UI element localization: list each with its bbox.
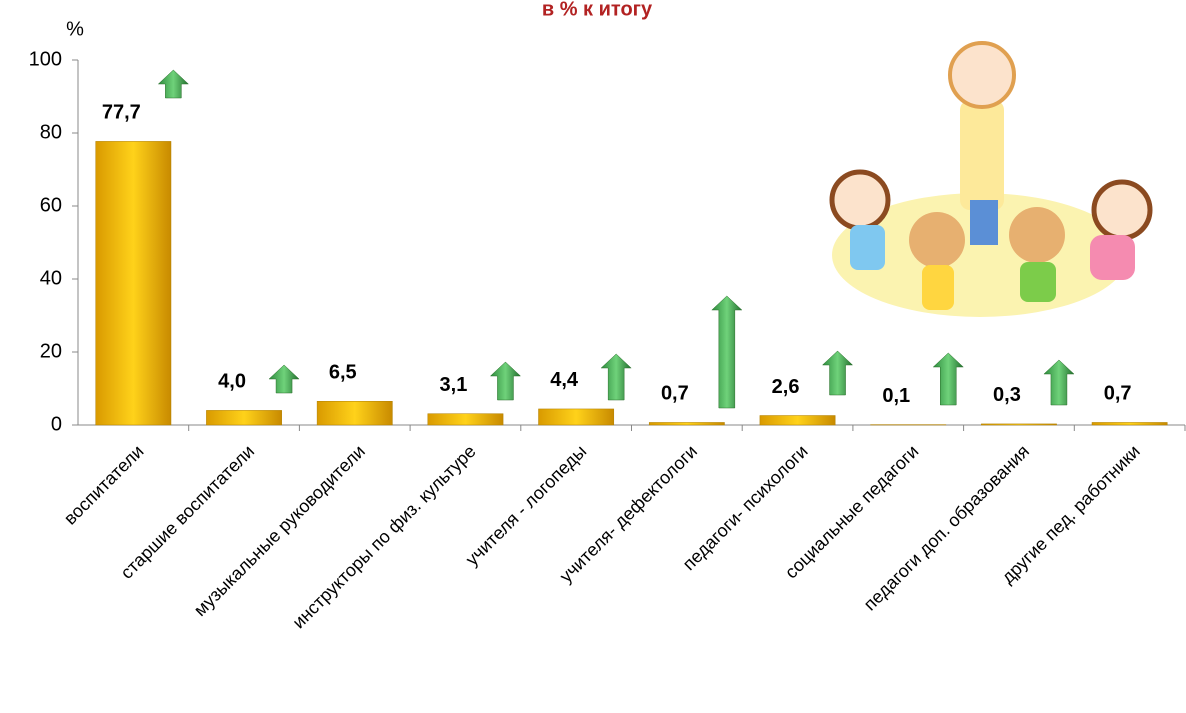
trend-arrow [157,69,189,99]
bar [316,401,393,426]
value-label: 6,5 [329,362,357,384]
x-tick-label: педагоги- психологи [679,441,812,574]
y-tick-label: 0 [51,413,62,435]
y-tick-label: 80 [40,121,62,143]
bar [1091,422,1168,426]
value-label: 0,1 [882,385,910,407]
trend-arrow [1043,359,1075,406]
trend-arrow [821,350,854,396]
trend-arrow [489,361,522,401]
value-label: 0,7 [1104,383,1132,405]
bar [95,141,172,426]
bar [648,422,725,426]
bar [538,408,615,426]
bar [206,410,282,426]
chart-title: в % к итогу [542,0,653,20]
illustration [829,41,1153,317]
value-label: 3,1 [440,374,468,396]
x-tick-label: инструкторы по физ. культуре [288,441,479,632]
y-tick-label: 60 [40,194,62,216]
value-label: 2,6 [772,376,800,398]
y-tick-label: 100 [29,48,62,70]
value-label: 4,4 [550,369,579,391]
bar [427,413,504,426]
x-tick-label: воспитатели [60,441,148,529]
value-label: 0,3 [993,384,1021,406]
value-label: 0,7 [661,383,689,405]
value-label: 4,0 [218,371,246,393]
y-tick-label: 20 [40,340,62,362]
bar [759,415,836,426]
x-tick-label: учителя - логопеды [462,441,591,570]
y-axis-label: % [66,18,84,40]
trend-arrow [711,295,743,409]
trend-arrow [932,352,964,406]
y-tick-label: 40 [40,267,62,289]
trend-arrow [600,353,632,401]
value-label: 77,7 [102,102,141,124]
bar [981,423,1057,426]
trend-arrow [268,364,300,394]
